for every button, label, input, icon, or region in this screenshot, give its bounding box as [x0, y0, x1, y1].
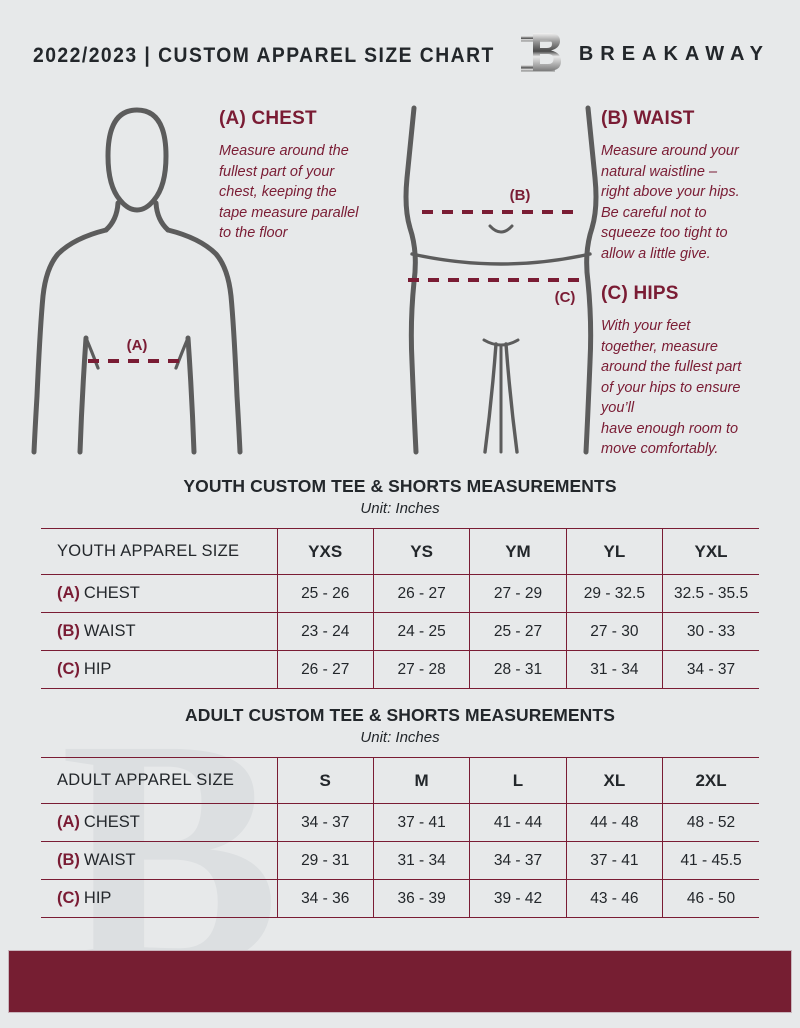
table-row: (B) WAIST 29 - 31 31 - 34 34 - 37 37 - 41…	[41, 841, 759, 880]
row-name: HIP	[83, 660, 112, 678]
adult-table-unit: Unit: Inches	[360, 729, 440, 746]
adult-cell-1-2: 34 - 37	[469, 841, 567, 880]
callout-chest-body: Measure around the fullest part of your …	[219, 143, 359, 242]
callout-hips: (C) HIPS With your feet together, measur…	[601, 283, 791, 460]
youth-size-header-3: YL	[565, 528, 663, 575]
callout-chest: (A) CHEST Measure around the fullest par…	[219, 108, 399, 244]
youth-label-header: YOUTH APPAREL SIZE	[41, 528, 277, 575]
adult-cell-0-0: 34 - 37	[276, 803, 374, 842]
page-title: 2022/2023 | CUSTOM APPAREL SIZE CHART	[33, 44, 495, 67]
youth-table-unit: Unit: Inches	[360, 500, 440, 517]
adult-cell-2-1: 36 - 39	[372, 879, 470, 918]
youth-size-header-4: YXL	[662, 528, 759, 575]
youth-cell-1-0: 23 - 24	[276, 612, 374, 651]
callout-hips-heading: (C) HIPS	[601, 283, 679, 304]
youth-cell-0-1: 26 - 27	[372, 574, 470, 613]
chest-measure-label: (A)	[127, 337, 148, 354]
adult-cell-2-0: 34 - 36	[276, 879, 374, 918]
row-tag: (C)	[57, 660, 80, 678]
row-name: WAIST	[83, 622, 136, 640]
adult-size-header-2: L	[469, 757, 567, 804]
row-tag: (A)	[57, 813, 80, 831]
adult-size-header-1: M	[372, 757, 470, 804]
lower-body-figure: (B) (C)	[403, 105, 599, 455]
adult-size-table: ADULT APPAREL SIZE S M L XL 2XL (A) CHEST…	[41, 757, 759, 918]
youth-cell-1-2: 25 - 27	[469, 612, 567, 651]
table-header-row: YOUTH APPAREL SIZE YXS YS YM YL YXL	[41, 528, 759, 575]
adult-cell-1-0: 29 - 31	[276, 841, 374, 880]
table-row: (C) HIP 34 - 36 36 - 39 39 - 42 43 - 46 4…	[41, 879, 759, 918]
adult-size-header-4: 2XL	[662, 757, 759, 804]
youth-size-header-0: YXS	[276, 528, 374, 575]
adult-cell-0-3: 44 - 48	[565, 803, 663, 842]
youth-cell-0-2: 27 - 29	[469, 574, 567, 613]
adult-size-header-3: XL	[565, 757, 663, 804]
hip-measure-label: (C)	[555, 289, 576, 306]
youth-cell-2-0: 26 - 27	[276, 650, 374, 689]
youth-size-header-2: YM	[469, 528, 567, 575]
adult-cell-2-2: 39 - 42	[469, 879, 567, 918]
table-row: (B) WAIST 23 - 24 24 - 25 25 - 27 27 - 30…	[41, 612, 759, 651]
table-row: (A) CHEST 25 - 26 26 - 27 27 - 29 29 - 32…	[41, 574, 759, 613]
row-name: CHEST	[83, 584, 140, 602]
youth-size-header-1: YS	[372, 528, 470, 575]
adult-label-header: ADULT APPAREL SIZE	[41, 757, 277, 804]
breakaway-b-logo-icon	[520, 33, 561, 72]
page-header: 2022/2023 | CUSTOM APPAREL SIZE CHART	[0, 34, 800, 78]
adult-row-label-0: (A) CHEST	[41, 803, 277, 842]
brand-wordmark: BREAKAWAY	[578, 42, 770, 65]
row-tag: (B)	[57, 622, 80, 640]
adult-cell-2-3: 43 - 46	[565, 879, 663, 918]
callout-waist: (B) WAIST Measure around your natural wa…	[601, 108, 786, 264]
waist-measure-label: (B)	[510, 187, 531, 204]
footer-color-bar	[8, 950, 792, 1013]
callout-chest-heading: (A) CHEST	[219, 108, 317, 129]
row-tag: (A)	[57, 584, 80, 602]
youth-cell-2-2: 28 - 31	[469, 650, 567, 689]
youth-table-block: YOUTH CUSTOM TEE & SHORTS MEASUREMENTS U…	[0, 476, 800, 689]
adult-size-header-0: S	[276, 757, 374, 804]
upper-body-figure: (A)	[31, 107, 243, 455]
adult-row-label-1: (B) WAIST	[41, 841, 277, 880]
illustration-area: (A) (B) (C)	[0, 96, 800, 466]
adult-row-label-2: (C) HIP	[41, 879, 277, 918]
youth-cell-0-0: 25 - 26	[276, 574, 374, 613]
youth-cell-2-4: 34 - 37	[662, 650, 759, 689]
adult-cell-0-4: 48 - 52	[662, 803, 759, 842]
youth-size-table: YOUTH APPAREL SIZE YXS YS YM YL YXL (A) C…	[41, 528, 759, 689]
callout-waist-body: Measure around your natural waistline – …	[601, 143, 740, 262]
row-name: HIP	[83, 889, 112, 907]
youth-row-label-1: (B) WAIST	[41, 612, 277, 651]
table-row: (C) HIP 26 - 27 27 - 28 28 - 31 31 - 34 3…	[41, 650, 759, 689]
youth-cell-2-1: 27 - 28	[372, 650, 470, 689]
adult-cell-0-2: 41 - 44	[469, 803, 567, 842]
row-tag: (B)	[57, 851, 80, 869]
callout-hips-body: With your feet together, measure around …	[601, 318, 742, 458]
youth-cell-0-3: 29 - 32.5	[565, 574, 663, 613]
youth-row-label-0: (A) CHEST	[41, 574, 277, 613]
adult-cell-1-4: 41 - 45.5	[662, 841, 759, 880]
youth-cell-1-4: 30 - 33	[662, 612, 759, 651]
youth-cell-0-4: 32.5 - 35.5	[662, 574, 759, 613]
adult-cell-0-1: 37 - 41	[372, 803, 470, 842]
table-row: (A) CHEST 34 - 37 37 - 41 41 - 44 44 - 48…	[41, 803, 759, 842]
youth-table-title: YOUTH CUSTOM TEE & SHORTS MEASUREMENTS	[183, 476, 617, 496]
row-name: CHEST	[83, 813, 140, 831]
brand-lockup: BREAKAWAY	[519, 30, 770, 78]
youth-cell-1-1: 24 - 25	[372, 612, 470, 651]
youth-row-label-2: (C) HIP	[41, 650, 277, 689]
adult-cell-2-4: 46 - 50	[662, 879, 759, 918]
adult-cell-1-3: 37 - 41	[565, 841, 663, 880]
callout-waist-heading: (B) WAIST	[601, 108, 695, 129]
row-tag: (C)	[57, 889, 80, 907]
row-name: WAIST	[83, 851, 136, 869]
adult-cell-1-1: 31 - 34	[372, 841, 470, 880]
youth-cell-1-3: 27 - 30	[565, 612, 663, 651]
table-header-row: ADULT APPAREL SIZE S M L XL 2XL	[41, 757, 759, 804]
youth-cell-2-3: 31 - 34	[565, 650, 663, 689]
adult-table-title: ADULT CUSTOM TEE & SHORTS MEASUREMENTS	[185, 705, 615, 725]
adult-table-block: ADULT CUSTOM TEE & SHORTS MEASUREMENTS U…	[0, 705, 800, 918]
